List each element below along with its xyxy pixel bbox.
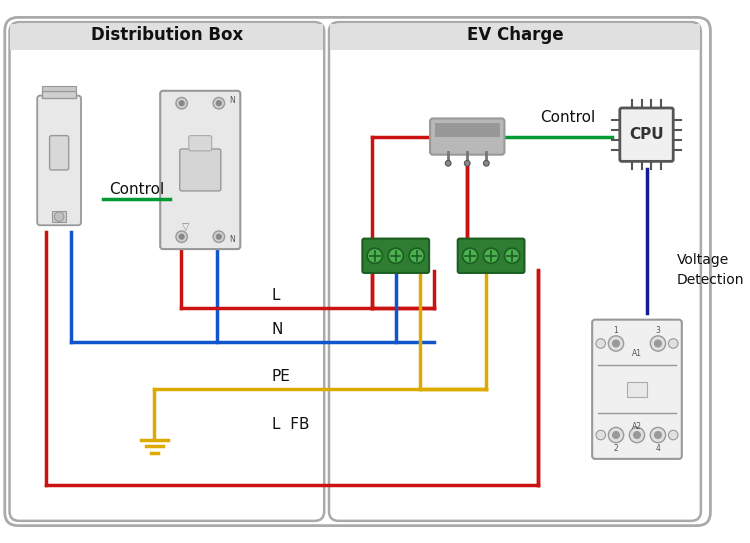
FancyBboxPatch shape xyxy=(329,22,700,521)
Text: N: N xyxy=(229,96,235,105)
Circle shape xyxy=(54,212,64,222)
Circle shape xyxy=(608,427,624,443)
Text: Voltage
Detection: Voltage Detection xyxy=(677,253,745,287)
FancyBboxPatch shape xyxy=(50,136,69,170)
Bar xyxy=(330,24,700,50)
Text: A1: A1 xyxy=(632,349,642,358)
Bar xyxy=(42,86,76,91)
Text: 2: 2 xyxy=(614,444,619,453)
Bar xyxy=(10,24,323,50)
Bar xyxy=(628,382,646,397)
Text: Control: Control xyxy=(109,181,164,197)
Text: L: L xyxy=(272,288,280,304)
Text: 3: 3 xyxy=(656,326,661,334)
FancyBboxPatch shape xyxy=(160,91,240,249)
FancyBboxPatch shape xyxy=(362,238,429,273)
Circle shape xyxy=(655,432,662,438)
Circle shape xyxy=(613,340,620,347)
FancyBboxPatch shape xyxy=(189,136,211,151)
Text: CPU: CPU xyxy=(629,127,664,142)
Circle shape xyxy=(446,160,451,166)
Text: EV Charge: EV Charge xyxy=(466,27,563,45)
FancyBboxPatch shape xyxy=(180,149,220,191)
FancyBboxPatch shape xyxy=(4,17,710,526)
Circle shape xyxy=(608,336,624,351)
Bar xyxy=(53,211,66,223)
Text: N: N xyxy=(229,235,235,244)
Circle shape xyxy=(179,101,184,105)
Text: A2: A2 xyxy=(632,422,642,431)
Circle shape xyxy=(213,231,224,242)
Circle shape xyxy=(484,160,489,166)
Circle shape xyxy=(388,248,404,263)
Text: N: N xyxy=(272,322,284,337)
Circle shape xyxy=(596,339,605,348)
Circle shape xyxy=(176,231,188,242)
FancyBboxPatch shape xyxy=(10,22,324,521)
Circle shape xyxy=(217,235,221,239)
Circle shape xyxy=(176,98,188,109)
Text: L  FB: L FB xyxy=(272,417,309,432)
Circle shape xyxy=(655,340,662,347)
Bar xyxy=(435,123,500,137)
Text: Control: Control xyxy=(540,110,595,125)
Circle shape xyxy=(629,427,644,443)
Bar xyxy=(42,91,76,98)
Circle shape xyxy=(217,101,221,105)
Circle shape xyxy=(505,248,520,263)
FancyBboxPatch shape xyxy=(458,238,524,273)
Circle shape xyxy=(650,336,665,351)
Text: ▽: ▽ xyxy=(182,222,189,232)
Circle shape xyxy=(613,432,620,438)
FancyBboxPatch shape xyxy=(38,96,81,225)
Text: Distribution Box: Distribution Box xyxy=(91,27,243,45)
Circle shape xyxy=(179,235,184,239)
Circle shape xyxy=(668,430,678,440)
Text: PE: PE xyxy=(272,369,291,384)
Circle shape xyxy=(484,248,499,263)
Circle shape xyxy=(650,427,665,443)
FancyBboxPatch shape xyxy=(592,320,682,459)
Text: 1: 1 xyxy=(614,326,619,334)
Circle shape xyxy=(668,339,678,348)
Circle shape xyxy=(367,248,382,263)
FancyBboxPatch shape xyxy=(620,108,674,161)
Circle shape xyxy=(213,98,224,109)
FancyBboxPatch shape xyxy=(430,118,505,155)
Circle shape xyxy=(464,160,470,166)
Circle shape xyxy=(409,248,424,263)
Text: 4: 4 xyxy=(656,444,661,453)
Circle shape xyxy=(634,432,640,438)
Circle shape xyxy=(596,430,605,440)
Circle shape xyxy=(463,248,478,263)
